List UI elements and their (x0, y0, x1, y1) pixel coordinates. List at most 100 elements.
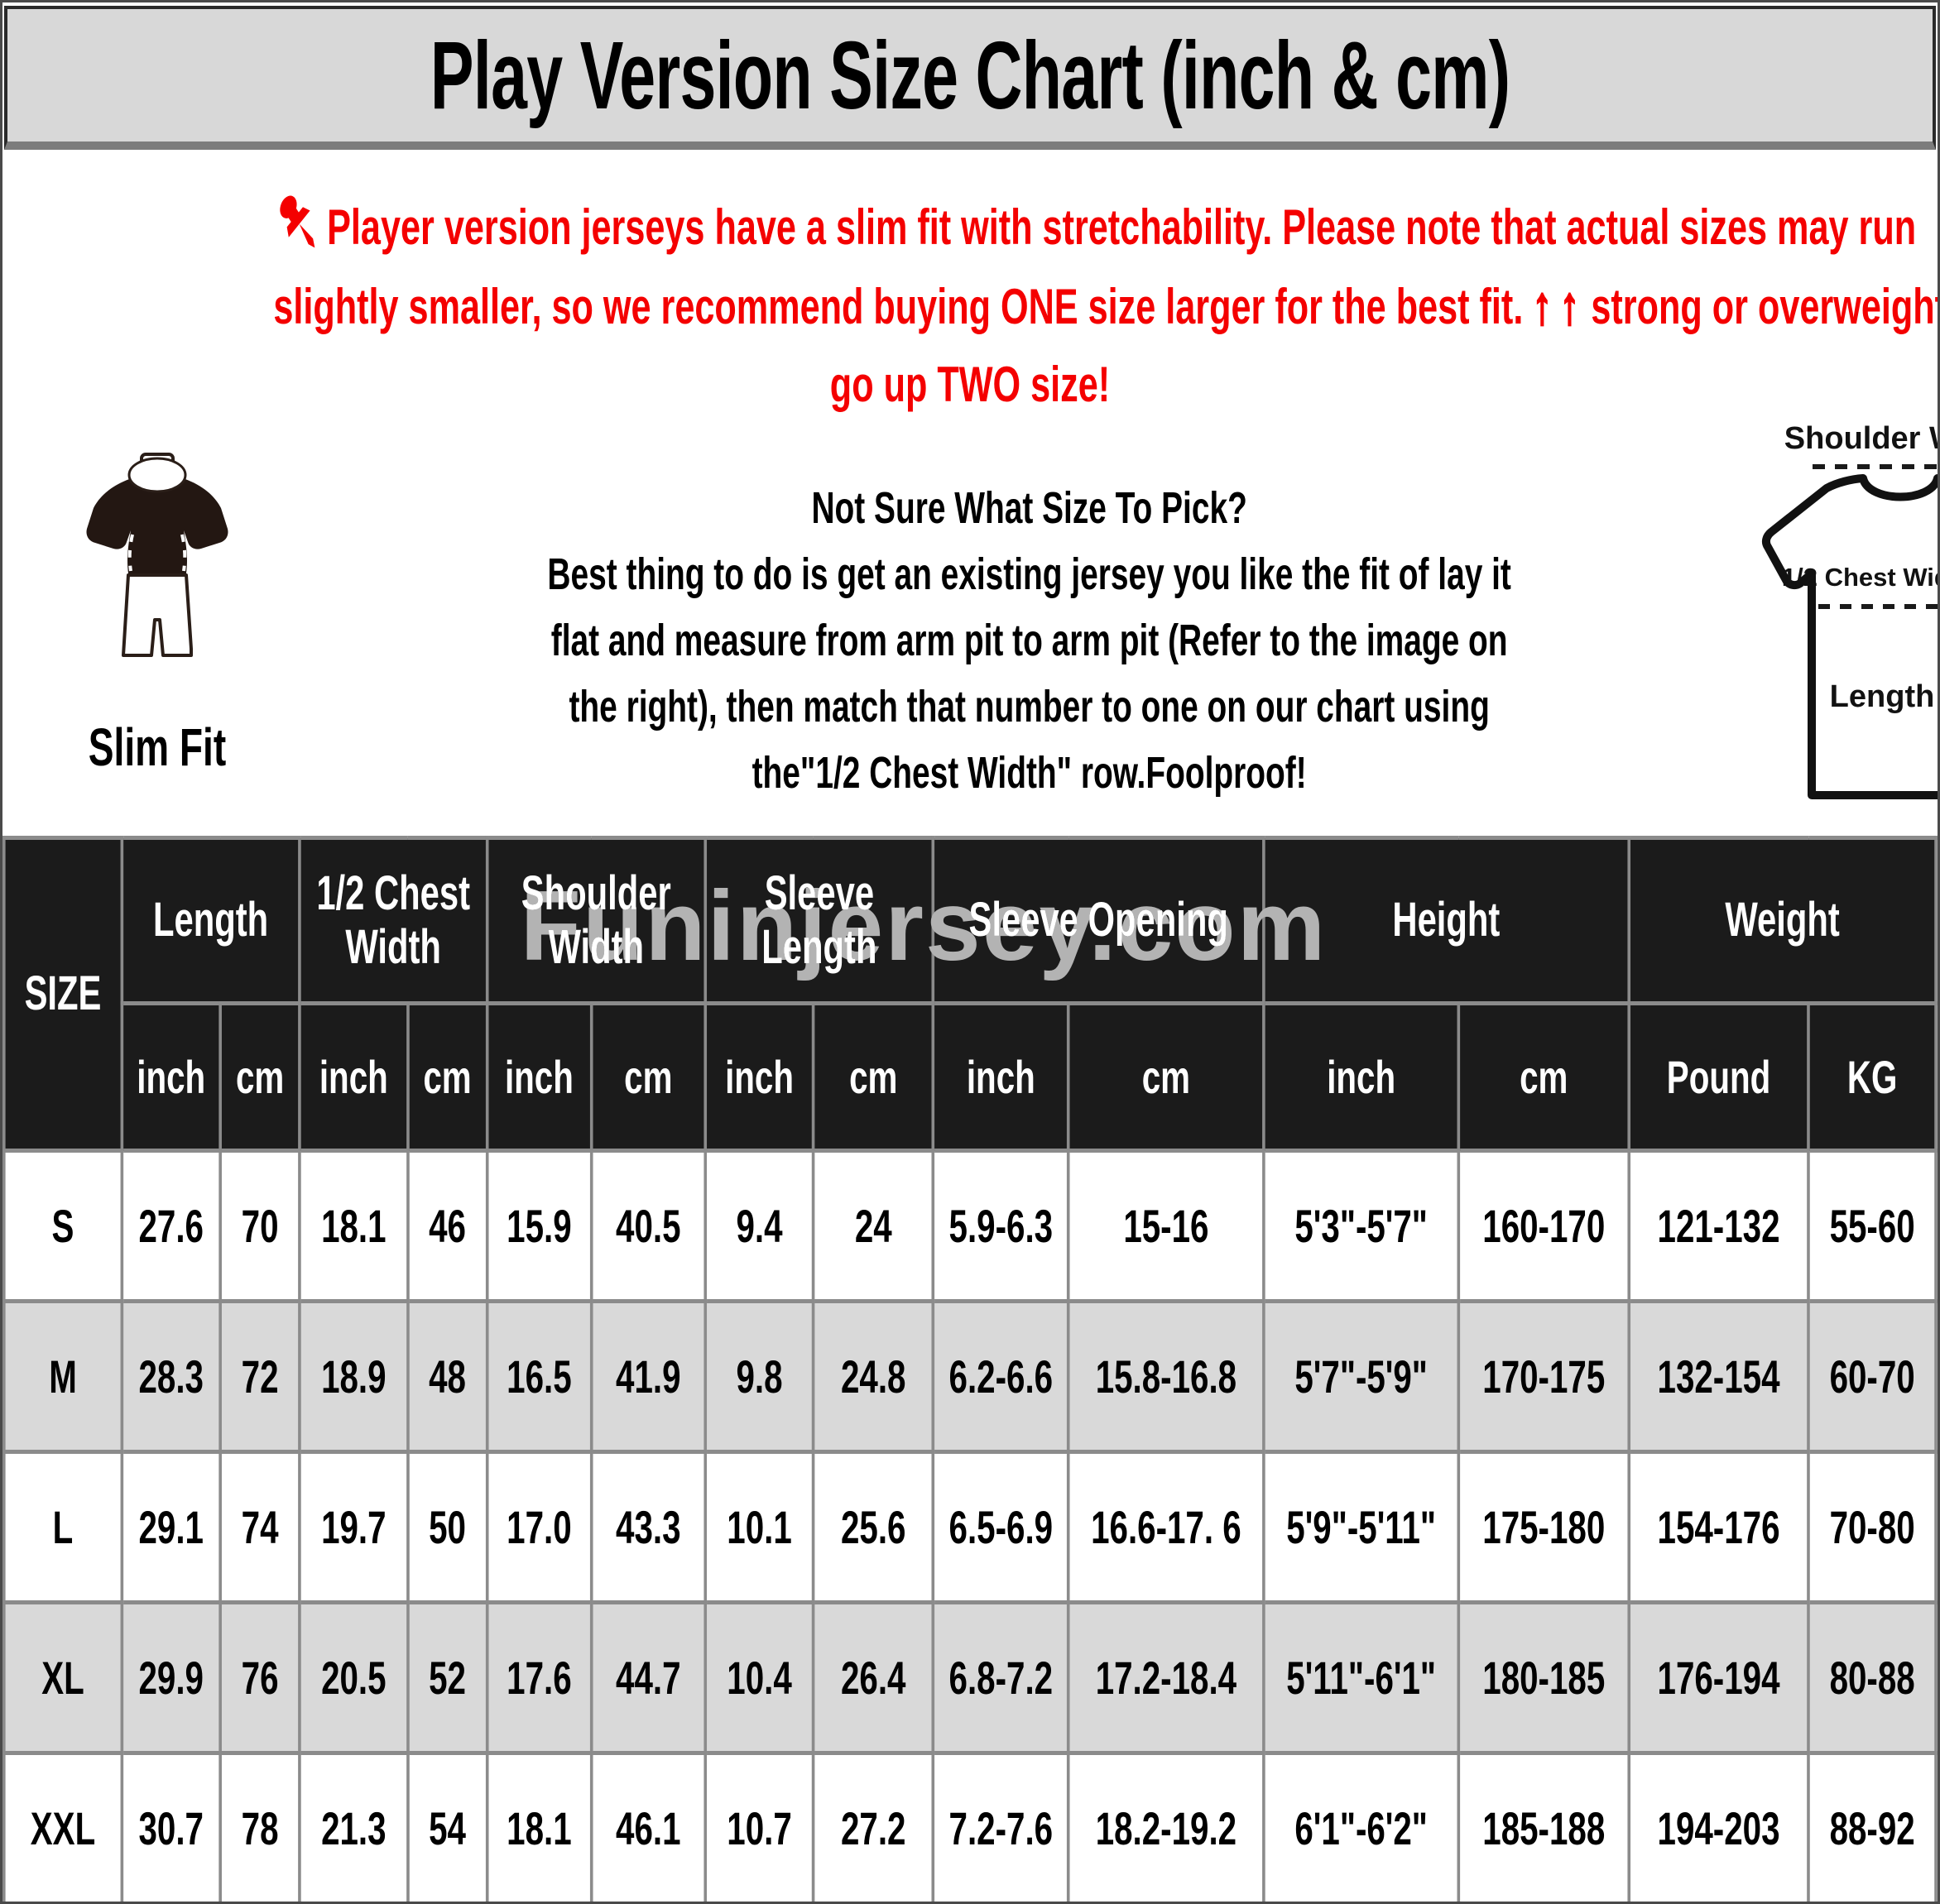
middle-section: Slim Fit Not Sure What Size To Pick? Bes… (2, 421, 1938, 829)
table-cell: 40.5 (589, 1149, 707, 1303)
table-cell: 160-170 (1457, 1149, 1630, 1303)
diagram-chest-label: 1/2 Chest Width (1782, 563, 1940, 592)
up-arrows-icon: ↑↑ (1532, 275, 1588, 337)
guide-line: Best thing to do is get an existing jers… (547, 549, 1511, 599)
table-cell: 70-80 (1807, 1450, 1938, 1604)
table-cell: 5'11"-6'1" (1261, 1600, 1461, 1755)
table-cell: 175-180 (1457, 1450, 1630, 1604)
table-cell: 76 (218, 1600, 301, 1755)
group-header-sleeve-opening: Sleeve Opening (931, 836, 1265, 1005)
table-cell: 70 (218, 1149, 301, 1303)
table-cell: 121-132 (1627, 1149, 1810, 1303)
note-line-3: go up TWO size! (273, 346, 1666, 424)
table-cell: 15-16 (1067, 1149, 1265, 1303)
table-cell: 180-185 (1457, 1600, 1630, 1755)
table-cell: 10.7 (703, 1751, 815, 1902)
size-guide-text: Not Sure What Size To Pick? Best thing t… (360, 444, 1698, 829)
title-bar: Play Version Size Chart (inch & cm) (4, 6, 1936, 150)
size-table-body: S 27.6 70 18.1 46 15.9 40.5 9.4 24 5.9-6.3 15-16 5'… (2, 1149, 1938, 1902)
table-cell: 170-175 (1457, 1299, 1630, 1454)
table-cell: 18.9 (298, 1299, 410, 1454)
group-header-height: Height (1261, 836, 1630, 1005)
table-row-XL: XL 29.9 76 20.5 52 17.6 44.7 10.4 26.4 6.8-7.2 17.… (2, 1600, 1938, 1755)
diagram-shoulder-label: Shoulder Width (1784, 421, 1940, 456)
unit-header: inch (298, 1001, 410, 1153)
table-cell: 7.2-7.6 (931, 1751, 1070, 1902)
unit-header: cm (812, 1001, 935, 1153)
table-cell: 15.8-16.8 (1067, 1299, 1265, 1454)
size-label: M (2, 1299, 123, 1454)
slim-fit-icon (86, 453, 228, 657)
table-cell: 6.2-6.6 (931, 1299, 1070, 1454)
table-cell: 30.7 (120, 1751, 223, 1902)
table-cell: 16.5 (485, 1299, 593, 1454)
guide-line: the right), then match that number to on… (569, 682, 1490, 731)
table-cell: 72 (218, 1299, 301, 1454)
table-cell: 9.4 (703, 1149, 815, 1303)
table-cell: 88-92 (1807, 1751, 1938, 1902)
size-label: S (2, 1149, 123, 1303)
guide-line: flat and measure from arm pit to arm pit… (550, 616, 1508, 665)
unit-header: KG (1807, 1001, 1938, 1153)
unit-header: inch (485, 1001, 593, 1153)
table-cell: 194-203 (1627, 1751, 1810, 1902)
table-cell: 6'1"-6'2" (1261, 1751, 1461, 1902)
table-cell: 41.9 (589, 1299, 707, 1454)
table-cell: 176-194 (1627, 1600, 1810, 1755)
table-cell: 6.5-6.9 (931, 1450, 1070, 1604)
table-cell: 10.1 (703, 1450, 815, 1604)
table-cell: 46 (406, 1149, 489, 1303)
table-unit-header-row: inch cm inch cm inch cm inch cm inch cm … (4, 1001, 1938, 1153)
table-row-M: M 28.3 72 18.9 48 16.5 41.9 9.8 24.8 6.2-6.6 15.8-… (2, 1299, 1938, 1454)
unit-header: inch (1261, 1001, 1461, 1153)
table-cell: 6.8-7.2 (931, 1600, 1070, 1755)
guide-line: the"1/2 Chest Width" row.Foolproof! (752, 748, 1307, 798)
unit-header: inch (703, 1001, 815, 1153)
diagram-length-label: Length (1830, 679, 1935, 714)
size-label: L (2, 1450, 123, 1604)
table-cell: 50 (406, 1450, 489, 1604)
table-group-header-row: SIZE Length 1/2 Chest Width Shoulder Wid… (2, 836, 1938, 1153)
size-label: XXL (2, 1751, 123, 1902)
table-cell: 20.5 (298, 1600, 410, 1755)
note-text-2a: slightly smaller, so we recommend buying… (273, 279, 1524, 334)
table-cell: 60-70 (1807, 1299, 1938, 1454)
unit-header: Pound (1627, 1001, 1810, 1153)
size-corner-header: SIZE (2, 836, 123, 1153)
table-cell: 17.0 (485, 1450, 593, 1604)
table-cell: 54 (406, 1751, 489, 1902)
table-cell: 9.8 (703, 1299, 815, 1454)
table-cell: 17.2-18.4 (1067, 1600, 1265, 1755)
size-table-zone: SIZE Length 1/2 Chest Width Shoulder Wid… (2, 836, 1938, 1902)
table-cell: 43.3 (589, 1450, 707, 1604)
table-cell: 15.9 (485, 1149, 593, 1303)
note-line-2: slightly smaller, so we recommend buying… (273, 266, 1938, 346)
group-header-sleeve-length: Sleeve Length (703, 836, 935, 1005)
table-cell: 16.6-17. 6 (1067, 1450, 1265, 1604)
note-text-1: Player version jerseys have a slim fit w… (327, 199, 1917, 255)
table-cell: 25.6 (812, 1450, 935, 1604)
tshirt-diagram-icon: Shoulder Width 1/2 Chest Width Length (1762, 421, 1940, 799)
table-cell: 154-176 (1627, 1450, 1810, 1604)
table-cell: 17.6 (485, 1600, 593, 1755)
table-cell: 27.6 (120, 1149, 223, 1303)
table-row-S: S 27.6 70 18.1 46 15.9 40.5 9.4 24 5.9-6.3 15-16 5'… (2, 1149, 1938, 1303)
table-cell: 5'7"-5'9" (1261, 1299, 1461, 1454)
table-cell: 5'3"-5'7" (1261, 1149, 1461, 1303)
size-label: XL (2, 1600, 123, 1755)
table-cell: 55-60 (1807, 1149, 1938, 1303)
guide-heading: Not Sure What Size To Pick? (811, 483, 1247, 533)
table-cell: 18.1 (485, 1751, 593, 1902)
unit-header: cm (218, 1001, 301, 1153)
table-cell: 80-88 (1807, 1600, 1938, 1755)
table-cell: 46.1 (589, 1751, 707, 1902)
note-text-3: go up TWO size! (829, 357, 1111, 412)
slim-fit-caption: Slim Fit (88, 717, 227, 777)
table-cell: 185-188 (1457, 1751, 1630, 1902)
table-cell: 29.9 (120, 1600, 223, 1755)
table-cell: 5.9-6.3 (931, 1149, 1070, 1303)
unit-header: cm (1067, 1001, 1265, 1153)
table-cell: 44.7 (589, 1600, 707, 1755)
table-cell: 27.2 (812, 1751, 935, 1902)
